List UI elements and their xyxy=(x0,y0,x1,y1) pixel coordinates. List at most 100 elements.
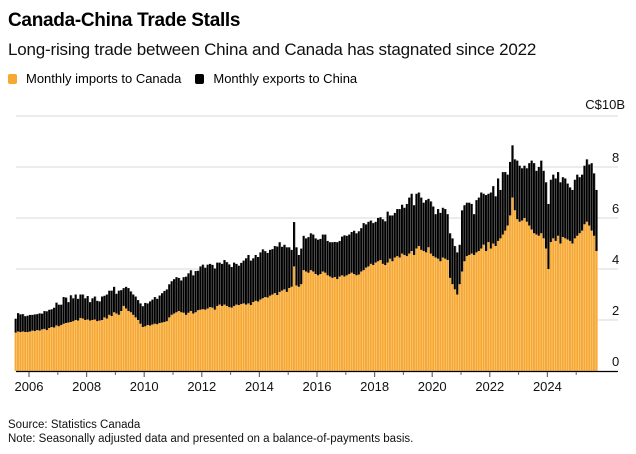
bar-exports xyxy=(26,315,29,333)
bar-imports xyxy=(396,256,399,371)
x-axis xyxy=(16,370,618,377)
bar-exports xyxy=(170,281,173,315)
bar-imports xyxy=(465,256,469,371)
bar-imports xyxy=(77,320,80,371)
bar-exports xyxy=(266,252,269,298)
bar-exports xyxy=(456,252,459,295)
bar-exports xyxy=(559,182,562,244)
bar-imports xyxy=(439,261,442,371)
bar-imports xyxy=(314,274,317,371)
bar-exports xyxy=(305,238,308,272)
bar-imports xyxy=(461,271,464,371)
bar-imports xyxy=(302,270,305,371)
bar-exports xyxy=(293,222,296,267)
bar-imports xyxy=(115,313,118,371)
bar-imports xyxy=(139,323,142,371)
footer: Source: Statistics Canada Note: Seasonal… xyxy=(8,418,413,446)
bar-imports xyxy=(281,290,284,371)
bar-imports xyxy=(57,326,61,371)
bar-exports xyxy=(511,145,514,198)
bar-exports xyxy=(45,311,49,331)
bar-exports xyxy=(96,300,99,322)
bar-exports xyxy=(329,242,332,277)
bar-imports xyxy=(269,295,272,371)
bar-exports xyxy=(173,279,176,314)
bar-imports xyxy=(372,265,375,371)
bar-imports xyxy=(369,263,373,371)
bar-exports xyxy=(264,251,267,298)
bar-imports xyxy=(177,311,181,371)
bar-exports xyxy=(261,249,265,299)
bar-imports xyxy=(585,221,589,371)
bar-exports xyxy=(415,193,418,249)
bar-exports xyxy=(453,246,457,290)
bar-exports xyxy=(566,183,569,240)
bar-imports xyxy=(105,318,109,371)
bar-exports xyxy=(355,233,358,276)
bar-imports xyxy=(264,297,267,371)
bar-exports xyxy=(209,263,212,308)
bar-imports xyxy=(348,274,351,371)
bar-exports xyxy=(141,306,145,328)
bar-exports xyxy=(432,206,435,257)
bar-exports xyxy=(201,264,205,310)
y-tick-label-8: 8 xyxy=(612,150,619,165)
bar-imports xyxy=(547,269,550,371)
bar-exports xyxy=(540,160,543,234)
bar-exports xyxy=(528,163,531,226)
bar-exports xyxy=(518,165,521,222)
bar-imports xyxy=(223,304,226,371)
bar-exports xyxy=(283,244,286,290)
bar-exports xyxy=(91,298,94,320)
x-tick-label-2014: 2014 xyxy=(245,379,274,394)
bar-exports xyxy=(211,264,214,308)
bar-exports xyxy=(103,295,106,318)
y-tick-label-6: 6 xyxy=(612,201,619,216)
bar-imports xyxy=(365,267,368,371)
bar-imports xyxy=(319,274,322,371)
bar-imports xyxy=(561,237,565,371)
bar-imports xyxy=(158,323,161,371)
bar-imports xyxy=(93,319,97,371)
bar-exports xyxy=(497,178,500,241)
bar-imports xyxy=(537,235,541,371)
bar-imports xyxy=(463,261,466,371)
bar-exports xyxy=(446,214,449,261)
legend-item-imports: Monthly imports to Canada xyxy=(8,71,181,86)
bar-exports xyxy=(461,210,464,272)
bar-exports xyxy=(365,224,368,268)
bar-imports xyxy=(221,305,224,371)
bar-imports xyxy=(276,295,279,371)
bar-imports xyxy=(213,309,217,371)
bar-exports xyxy=(14,318,17,333)
bar-imports xyxy=(533,233,536,371)
bar-imports xyxy=(218,304,221,371)
bar-exports xyxy=(569,187,572,241)
bar-exports xyxy=(425,200,428,253)
bar-exports xyxy=(276,246,279,296)
bar-exports xyxy=(470,203,473,254)
bar-imports xyxy=(573,238,577,371)
bar-exports xyxy=(441,207,445,258)
bar-exports xyxy=(341,236,344,276)
bar-imports xyxy=(259,299,262,371)
bar-imports xyxy=(163,322,166,371)
bar-imports xyxy=(384,265,387,371)
bar-imports xyxy=(151,324,154,371)
bar-exports xyxy=(89,302,92,321)
bar-exports xyxy=(374,221,377,263)
bar-exports xyxy=(362,223,365,271)
bar-imports xyxy=(401,253,404,371)
bar-exports xyxy=(216,262,219,306)
bar-imports xyxy=(374,262,377,371)
bar-imports xyxy=(103,317,106,371)
bar-imports xyxy=(21,331,25,371)
bar-exports xyxy=(24,316,27,332)
bar-imports xyxy=(518,221,521,371)
bar-exports xyxy=(31,314,34,331)
bar-imports xyxy=(521,220,524,371)
bar-imports xyxy=(458,284,461,371)
bar-imports xyxy=(261,298,265,371)
bar-imports xyxy=(578,233,581,371)
